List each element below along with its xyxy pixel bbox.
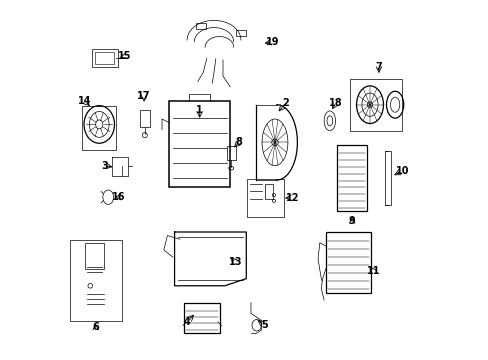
- Text: 16: 16: [112, 192, 125, 202]
- Text: 10: 10: [395, 166, 408, 176]
- Text: 7: 7: [375, 62, 382, 72]
- Text: 11: 11: [366, 266, 380, 276]
- Bar: [184, 303, 220, 333]
- Text: 2: 2: [282, 98, 288, 108]
- Text: 4: 4: [183, 317, 190, 327]
- Text: 13: 13: [228, 257, 242, 267]
- Bar: [246, 179, 283, 217]
- Bar: [95, 52, 114, 64]
- Text: 17: 17: [137, 91, 150, 101]
- Bar: [140, 110, 149, 127]
- Text: 8: 8: [235, 138, 242, 147]
- Text: 15: 15: [118, 51, 131, 61]
- Bar: [350, 79, 402, 131]
- Bar: [85, 243, 104, 269]
- Bar: [235, 30, 245, 36]
- Bar: [69, 239, 122, 321]
- Bar: [384, 151, 390, 205]
- Bar: [264, 184, 272, 199]
- Bar: [169, 101, 230, 187]
- Text: 1: 1: [196, 105, 203, 115]
- Text: 12: 12: [285, 193, 299, 203]
- Bar: [337, 145, 366, 211]
- Bar: [325, 232, 370, 293]
- Text: 5: 5: [260, 320, 267, 330]
- Text: 3: 3: [101, 161, 108, 171]
- Bar: [92, 49, 117, 67]
- Text: 18: 18: [328, 98, 342, 108]
- Text: 14: 14: [78, 96, 91, 106]
- Text: 9: 9: [348, 216, 355, 226]
- Bar: [226, 146, 235, 160]
- Bar: [82, 107, 116, 149]
- Text: 6: 6: [92, 322, 99, 332]
- Text: 19: 19: [265, 37, 279, 47]
- Bar: [196, 23, 206, 29]
